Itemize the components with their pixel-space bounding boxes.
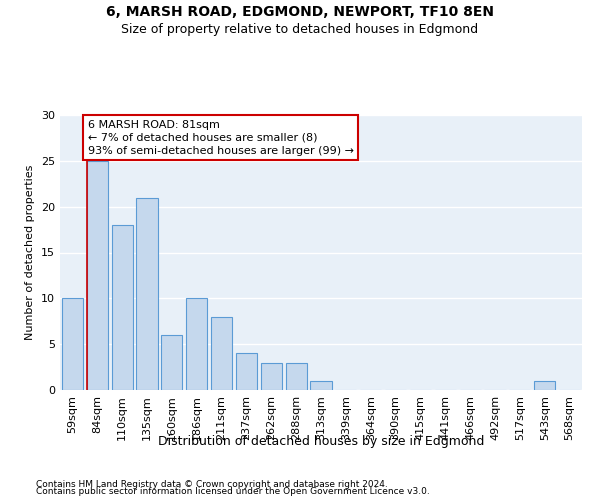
Y-axis label: Number of detached properties: Number of detached properties <box>25 165 35 340</box>
Text: 6, MARSH ROAD, EDGMOND, NEWPORT, TF10 8EN: 6, MARSH ROAD, EDGMOND, NEWPORT, TF10 8E… <box>106 5 494 19</box>
Bar <box>87 161 108 390</box>
Bar <box>286 362 307 390</box>
Bar <box>310 381 332 390</box>
Bar <box>534 381 555 390</box>
Bar <box>236 354 257 390</box>
Bar <box>186 298 207 390</box>
Text: Size of property relative to detached houses in Edgmond: Size of property relative to detached ho… <box>121 22 479 36</box>
Bar <box>62 298 83 390</box>
Bar <box>112 225 133 390</box>
Bar <box>136 198 158 390</box>
Text: Contains public sector information licensed under the Open Government Licence v3: Contains public sector information licen… <box>36 488 430 496</box>
Text: Distribution of detached houses by size in Edgmond: Distribution of detached houses by size … <box>158 435 484 448</box>
Bar <box>211 316 232 390</box>
Text: 6 MARSH ROAD: 81sqm
← 7% of detached houses are smaller (8)
93% of semi-detached: 6 MARSH ROAD: 81sqm ← 7% of detached hou… <box>88 120 354 156</box>
Bar <box>261 362 282 390</box>
Text: Contains HM Land Registry data © Crown copyright and database right 2024.: Contains HM Land Registry data © Crown c… <box>36 480 388 489</box>
Bar <box>161 335 182 390</box>
